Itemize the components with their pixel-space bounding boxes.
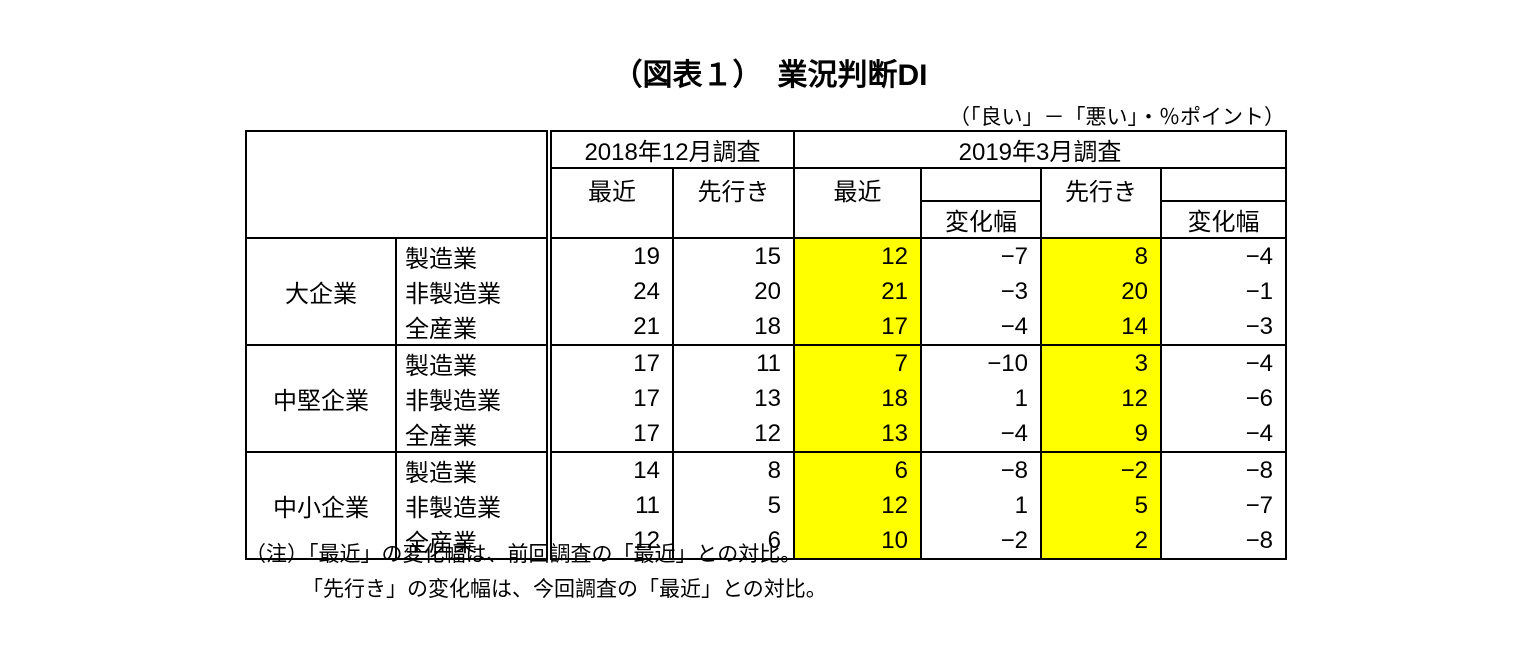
- table-row: 全産業 12 6 10 −2 2 −8: [246, 523, 1287, 559]
- group-label-cell: 大企業: [245, 238, 397, 345]
- value-cell: 11: [546, 488, 674, 523]
- value-cell: −1: [1160, 274, 1287, 309]
- col-header-recent-2019: 最近: [793, 168, 922, 238]
- corner-blank-cell: [245, 131, 552, 239]
- table-row: 非製造業 17 13 18 1 12 −6: [246, 381, 1287, 416]
- note-line-1: （注）「最近」の変化幅は、前回調査の「最近」との対比。: [245, 543, 802, 566]
- figure-title: （図表１） 業況判断DI: [612, 59, 928, 92]
- group-medium-enterprises: 中堅企業 製造業 17 11 7 −10 3 −4 非製造業 17 13 18 …: [245, 345, 1287, 452]
- industry-label-cell: 全産業: [395, 416, 550, 452]
- value-cell: −3: [1160, 309, 1287, 345]
- industry-label-cell: 全産業: [395, 309, 550, 345]
- value-cell-highlight: 12: [793, 488, 922, 523]
- value-cell-highlight: 2: [1040, 523, 1162, 559]
- value-cell: −2: [920, 523, 1042, 559]
- value-cell-highlight: −2: [1040, 452, 1162, 488]
- value-cell: −3: [920, 274, 1042, 309]
- value-cell: −6: [1160, 381, 1287, 416]
- value-cell: 18: [672, 309, 795, 345]
- di-table: 2018年12月調査 2019年3月調査 最近 先行き 最近 先行き 変化幅 変…: [245, 130, 1287, 560]
- value-cell-highlight: 20: [1040, 274, 1162, 309]
- blank-header-cell: [1160, 168, 1287, 202]
- value-cell: −7: [1160, 488, 1287, 523]
- value-cell: −7: [920, 238, 1042, 274]
- industry-label-cell: 製造業: [395, 452, 550, 488]
- value-cell-highlight: 8: [1040, 238, 1162, 274]
- value-cell: −10: [920, 345, 1042, 381]
- value-cell: 14: [546, 452, 674, 488]
- value-cell: 24: [546, 274, 674, 309]
- value-cell: 17: [546, 416, 674, 452]
- industry-label-cell: 製造業: [395, 345, 550, 381]
- table-header: 2018年12月調査 2019年3月調査 最近 先行き 最近 先行き 変化幅 変…: [245, 131, 1287, 239]
- value-cell-highlight: 9: [1040, 416, 1162, 452]
- col-header-change-outlook: 変化幅: [1160, 201, 1287, 238]
- value-cell: 12: [672, 416, 795, 452]
- survey-header-2018: 2018年12月調査: [546, 131, 795, 169]
- value-cell: −4: [920, 416, 1042, 452]
- value-cell: −4: [1160, 345, 1287, 381]
- value-cell: 13: [672, 381, 795, 416]
- value-cell: −8: [1160, 452, 1287, 488]
- value-cell-highlight: 3: [1040, 345, 1162, 381]
- industry-label-cell: 非製造業: [395, 488, 550, 523]
- group-label-cell: 中堅企業: [245, 345, 397, 452]
- table-row: 大企業 製造業 19 15 12 −7 8 −4: [245, 238, 1287, 345]
- value-cell-highlight: 12: [1040, 381, 1162, 416]
- value-cell: 5: [672, 488, 795, 523]
- group-large-enterprises: 大企業 製造業 19 15 12 −7 8 −4 非製造業 24 20 21 −…: [245, 238, 1287, 345]
- value-cell-highlight: 10: [793, 523, 922, 559]
- col-header-outlook-2018: 先行き: [672, 168, 795, 238]
- value-cell-highlight: 14: [1040, 309, 1162, 345]
- table-row: 全産業 17 12 13 −4 9 −4: [246, 416, 1287, 452]
- value-cell-highlight: 6: [793, 452, 922, 488]
- survey-header-2019: 2019年3月調査: [793, 131, 1287, 169]
- table-row: 中堅企業 製造業 17 11 7 −10 3 −4: [245, 345, 1287, 452]
- group-small-enterprises: 中小企業 製造業 14 8 6 −8 −2 −8 非製造業 11 5 12 1 …: [245, 452, 1287, 559]
- col-header-outlook-2019: 先行き: [1040, 168, 1162, 238]
- value-cell: −4: [1160, 238, 1287, 274]
- value-cell-highlight: 17: [793, 309, 922, 345]
- value-cell: 17: [546, 381, 674, 416]
- value-cell: −8: [920, 452, 1042, 488]
- value-cell: 17: [546, 345, 674, 381]
- value-cell-highlight: 7: [793, 345, 922, 381]
- industry-label-cell: 全産業: [395, 523, 550, 559]
- table-row: 非製造業 24 20 21 −3 20 −1: [246, 274, 1287, 309]
- group-label-cell: 中小企業: [245, 452, 397, 559]
- value-cell: 1: [920, 381, 1042, 416]
- note-line-2: 「先行き」の変化幅は、今回調査の「最近」との対比。: [302, 578, 827, 601]
- value-cell: −8: [1160, 523, 1287, 559]
- value-cell: 12: [546, 523, 674, 559]
- industry-label-cell: 非製造業: [395, 274, 550, 309]
- value-cell: 8: [672, 452, 795, 488]
- industry-label-cell: 製造業: [395, 238, 550, 274]
- table-row: 中小企業 製造業 14 8 6 −8 −2 −8: [245, 452, 1287, 559]
- value-cell: 15: [672, 238, 795, 274]
- value-cell-highlight: 18: [793, 381, 922, 416]
- value-cell: 20: [672, 274, 795, 309]
- value-cell: 19: [546, 238, 674, 274]
- col-header-recent-2018: 最近: [546, 168, 674, 238]
- industry-label-cell: 非製造業: [395, 381, 550, 416]
- value-cell: −4: [1160, 416, 1287, 452]
- value-cell: 1: [920, 488, 1042, 523]
- blank-header-cell: [920, 168, 1042, 202]
- value-cell: −4: [920, 309, 1042, 345]
- value-cell: 6: [672, 523, 795, 559]
- value-cell-highlight: 5: [1040, 488, 1162, 523]
- value-cell: 21: [546, 309, 674, 345]
- col-header-change-recent: 変化幅: [920, 201, 1042, 238]
- footnotes: （注）「最近」の変化幅は、前回調査の「最近」との対比。 「先行き」の変化幅は、今…: [245, 537, 827, 607]
- value-cell-highlight: 21: [793, 274, 922, 309]
- table-row: 非製造業 11 5 12 1 5 −7: [246, 488, 1287, 523]
- value-cell-highlight: 13: [793, 416, 922, 452]
- value-cell: 11: [672, 345, 795, 381]
- unit-note: （「良い」－「悪い」・％ポイント）: [949, 106, 1285, 129]
- value-cell-highlight: 12: [793, 238, 922, 274]
- table-row: 全産業 21 18 17 −4 14 −3: [246, 309, 1287, 345]
